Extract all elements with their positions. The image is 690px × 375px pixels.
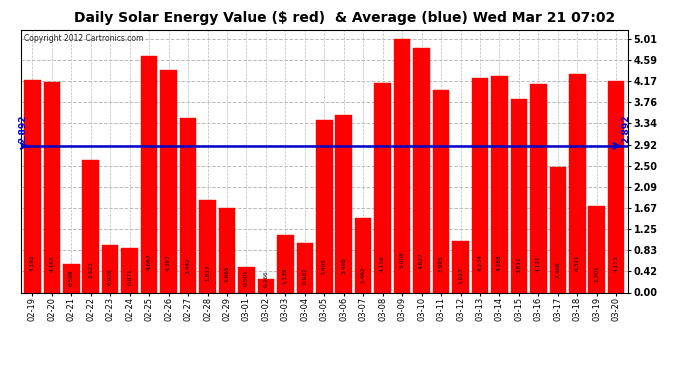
Bar (219, 208, 235, 292)
Text: 0.266: 0.266 (264, 271, 268, 287)
Bar (24, 80, 41, 292)
Text: 1.023: 1.023 (458, 267, 463, 284)
Bar (238, 267, 255, 292)
Bar (549, 167, 566, 292)
Bar (511, 99, 527, 292)
Text: 1.462: 1.462 (361, 266, 366, 282)
Text: Daily Solar Energy Value ($ red)  & Average (blue) Wed Mar 21 07:02: Daily Solar Energy Value ($ red) & Avera… (75, 11, 615, 25)
Bar (257, 279, 274, 292)
Bar (297, 243, 313, 292)
Text: 1.665: 1.665 (224, 265, 230, 282)
Bar (608, 81, 624, 292)
Text: 1.135: 1.135 (283, 267, 288, 284)
Text: 3.995: 3.995 (439, 255, 444, 272)
Text: 3.405: 3.405 (322, 258, 327, 274)
Bar (530, 84, 546, 292)
Text: 2.623: 2.623 (88, 261, 93, 278)
Text: 4.311: 4.311 (575, 254, 580, 271)
Bar (277, 235, 294, 292)
Bar (589, 206, 605, 292)
Text: 2.892: 2.892 (18, 115, 27, 143)
Text: 2.468: 2.468 (555, 262, 560, 279)
Bar (491, 76, 508, 292)
Bar (316, 120, 333, 292)
Text: 3.811: 3.811 (516, 256, 522, 273)
Bar (102, 246, 119, 292)
Bar (43, 81, 60, 292)
Bar (413, 48, 430, 292)
Bar (199, 200, 216, 292)
Text: Copyright 2012 Cartronics.com: Copyright 2012 Cartronics.com (23, 34, 143, 43)
Bar (355, 218, 371, 292)
Text: 4.121: 4.121 (536, 255, 541, 272)
Text: 4.268: 4.268 (497, 254, 502, 271)
Bar (160, 70, 177, 292)
Bar (433, 90, 449, 292)
Text: 1.817: 1.817 (205, 264, 210, 281)
Bar (63, 264, 79, 292)
Text: 0.928: 0.928 (108, 268, 112, 285)
Bar (180, 118, 197, 292)
Bar (83, 160, 99, 292)
Bar (121, 248, 138, 292)
Text: 2.892: 2.892 (622, 115, 631, 143)
Text: 4.192: 4.192 (30, 255, 35, 272)
Text: 0.871: 0.871 (127, 268, 132, 285)
Text: 3.442: 3.442 (186, 258, 190, 274)
Bar (141, 56, 157, 292)
Text: 4.173: 4.173 (613, 255, 619, 272)
Text: 3.498: 3.498 (342, 257, 346, 274)
Text: 0.501: 0.501 (244, 270, 249, 286)
Bar (394, 39, 411, 292)
Bar (569, 74, 586, 292)
Bar (375, 83, 391, 292)
Bar (452, 241, 469, 292)
Text: 5.008: 5.008 (400, 251, 404, 268)
Text: 4.667: 4.667 (147, 253, 152, 270)
Text: 4.163: 4.163 (50, 255, 55, 272)
Bar (335, 115, 352, 292)
Text: 0.981: 0.981 (302, 268, 307, 285)
Bar (472, 78, 489, 292)
Text: 4.234: 4.234 (477, 254, 482, 271)
Text: 4.139: 4.139 (380, 255, 385, 272)
Text: 1.701: 1.701 (594, 265, 599, 282)
Text: 0.568: 0.568 (69, 269, 74, 286)
Text: 4.397: 4.397 (166, 254, 171, 271)
Text: 4.827: 4.827 (419, 252, 424, 269)
